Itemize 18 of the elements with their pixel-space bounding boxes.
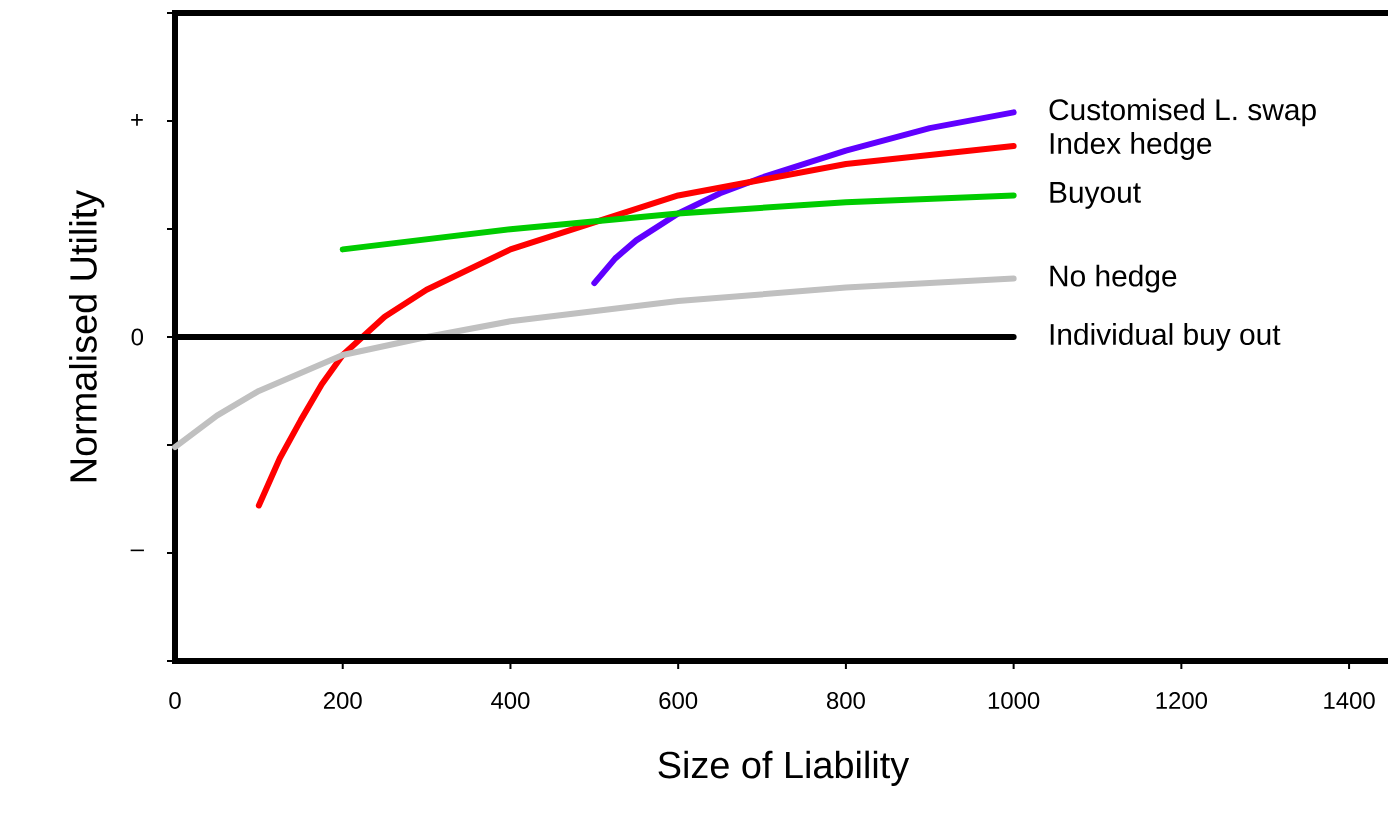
series-label: Individual buy out (1050, 323, 1281, 351)
x-tick-label: 1400 (1324, 692, 1375, 709)
text: 0 (131, 328, 144, 346)
x-axis-title: Size of Liability (658, 750, 910, 786)
x-tick-label: 600 (659, 692, 698, 709)
x-tick-label: 1200 (1156, 692, 1208, 709)
x-tick-label: 1000 (988, 692, 1040, 709)
text: + (131, 114, 143, 126)
series-label: Index hedge (1050, 132, 1212, 160)
x-tick-label: 200 (323, 692, 362, 709)
series-label: Buyout (1050, 182, 1141, 209)
x-tick-label: 0 (169, 692, 181, 709)
text: – (130, 549, 144, 552)
y-axis-title: Normalised Utility (69, 189, 105, 482)
x-tick-label: 800 (826, 692, 865, 709)
series-label: Customised L. swap (1049, 98, 1316, 127)
series-label: No hedge (1050, 264, 1177, 293)
x-tick-label: 400 (491, 692, 530, 709)
